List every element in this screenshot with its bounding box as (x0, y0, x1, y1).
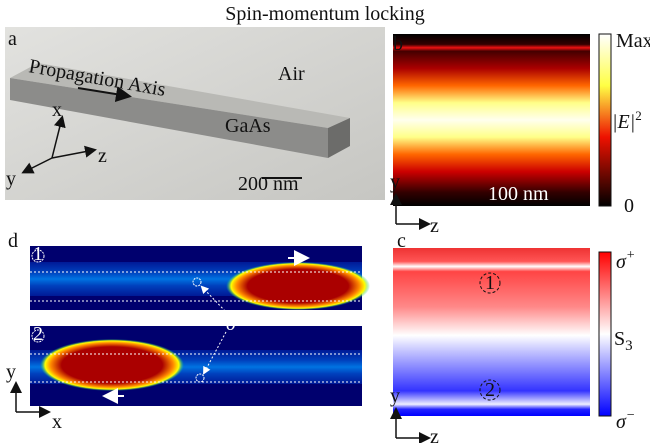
subscript: 3 (625, 338, 633, 354)
marker-label: 2 (33, 323, 43, 345)
colorbar-top: σ+ (616, 248, 635, 273)
marker-circle (479, 272, 501, 294)
panel-label: c (397, 230, 406, 252)
panel-label: a (8, 28, 17, 50)
guide-lines (30, 271, 362, 383)
axis-arrow (21, 157, 53, 174)
marker-label: 1 (33, 243, 43, 265)
point-source (195, 373, 205, 383)
colorbar-quantity: S3 (614, 328, 633, 354)
axis-label: y (390, 171, 400, 193)
axis-arrow (51, 145, 97, 159)
field-map (393, 34, 590, 206)
panel-d: d 1 2 σ+ Point Source y x (6, 230, 370, 433)
field-lobe (226, 262, 370, 310)
exponent: 2 (635, 108, 642, 123)
symbol: σ (226, 313, 237, 335)
colorbar-max: Max (616, 30, 650, 52)
axis-label: y (6, 361, 16, 383)
figure-title: Spin-momentum locking (225, 3, 424, 25)
quantity: S (614, 328, 625, 350)
material-label: GaAs (225, 115, 271, 137)
prism-side (328, 118, 350, 158)
axis-label: x (52, 411, 62, 433)
panel-label: d (8, 230, 18, 252)
colorbar (598, 33, 612, 207)
marker-label: 2 (485, 379, 495, 401)
air-label: Air (278, 63, 305, 85)
panel-b: b 100 nm y z Max |E|2 0 (390, 30, 650, 237)
panel-c: c 1 2 y z σ+ S3 σ− (390, 230, 635, 443)
point-source (192, 277, 202, 287)
axis-label: y (390, 385, 400, 407)
marker-label: 1 (485, 272, 495, 294)
axis-label: z (430, 426, 439, 443)
axis-arrow (51, 115, 66, 159)
symbol: σ (616, 411, 627, 433)
scale-bar-label: 200 nm (238, 173, 299, 195)
panel-a: a Propagation Axis Air GaAs x y z 200 nm (5, 27, 385, 200)
marker-circle (479, 379, 501, 401)
prism-front (10, 78, 328, 158)
axis-label: z (430, 215, 439, 237)
colorbar-quantity: |E|2 (612, 108, 642, 133)
superscript: + (626, 248, 635, 263)
quantity: |E| (612, 111, 635, 133)
colorbar-bottom: σ− (616, 408, 635, 433)
axis-label: y (6, 168, 16, 190)
marker-circle (31, 329, 45, 343)
scale-bar-label: 100 nm (488, 183, 549, 205)
colorbar-min: 0 (624, 195, 634, 217)
colorbar (598, 251, 612, 417)
field-lobe (40, 339, 184, 391)
axis-label: x (52, 99, 62, 121)
panel-label: b (393, 33, 403, 55)
axis-label: z (98, 145, 107, 167)
marker-circle (31, 249, 45, 263)
propagation-arrow (77, 86, 132, 103)
source-label: Point Source (264, 307, 367, 329)
prism-top (10, 63, 350, 128)
superscript: + (236, 308, 246, 324)
spin-map (393, 248, 590, 416)
symbol: σ (616, 251, 627, 273)
source-symbol: σ+ (226, 308, 246, 335)
superscript: − (626, 408, 635, 423)
